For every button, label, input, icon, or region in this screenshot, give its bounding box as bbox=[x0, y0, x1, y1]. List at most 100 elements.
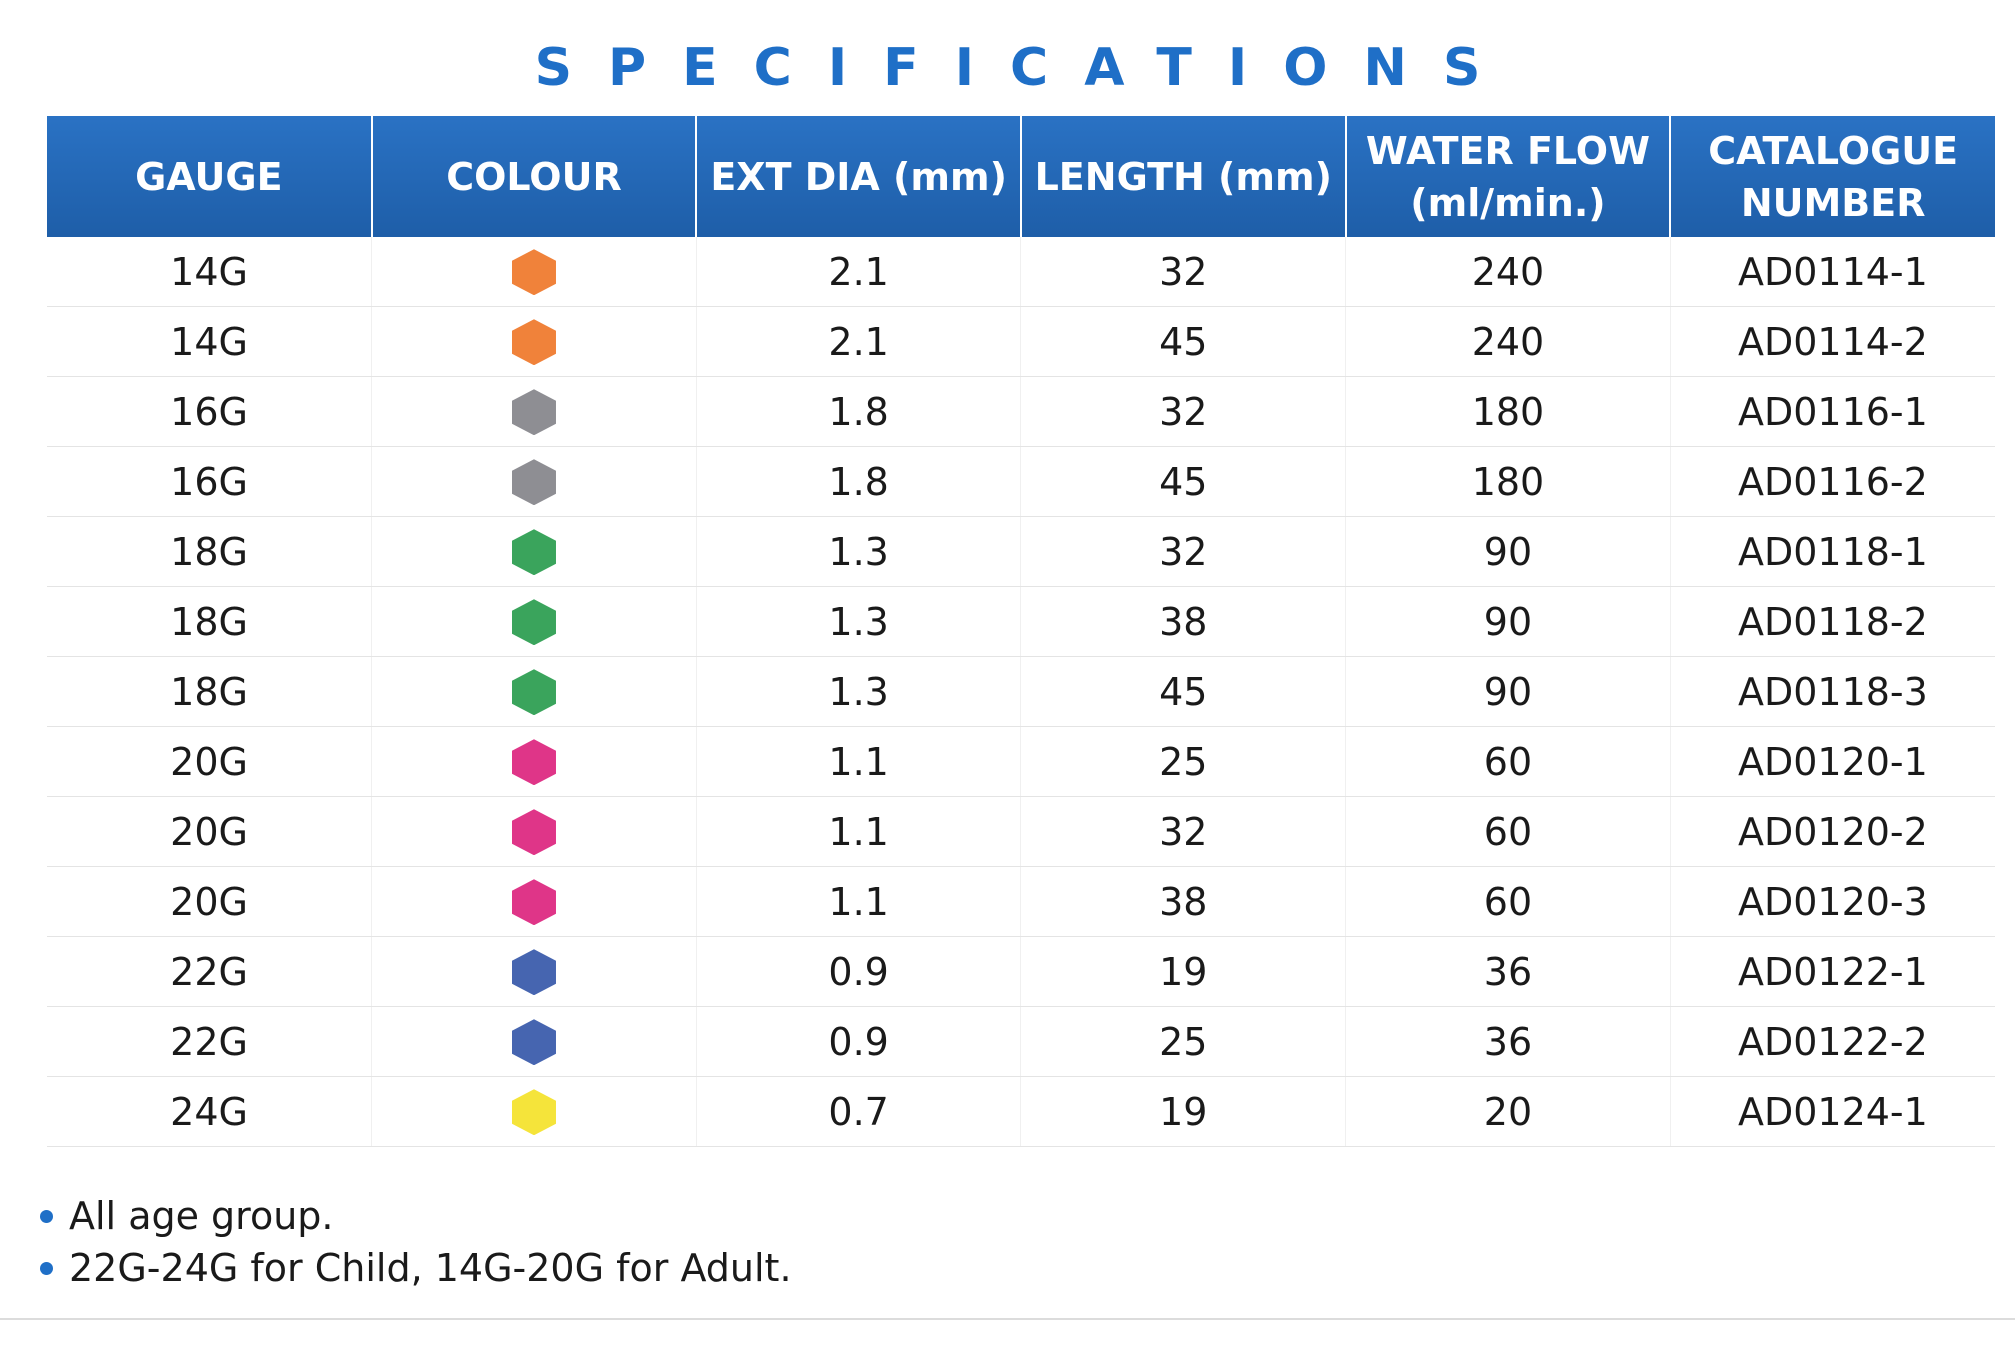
gauge-cell: 20G bbox=[47, 726, 372, 797]
catalogue-number-cell: AD0118-3 bbox=[1669, 656, 1995, 727]
table-row: 20G 1.1 38 60 AD0120-3 bbox=[47, 866, 1995, 937]
column-header-ext-dia: EXT DIA (mm) bbox=[695, 116, 1021, 237]
table-body: 14G 2.1 32 240 AD0114-1 14G 2.1 45 240 AD0114-2 16… bbox=[47, 237, 1995, 1147]
colour-cell bbox=[371, 866, 697, 937]
ext-dia-cell: 1.3 bbox=[695, 586, 1021, 657]
colour-cell bbox=[371, 796, 697, 867]
ext-dia-cell: 1.1 bbox=[695, 796, 1021, 867]
water-flow-cell: 240 bbox=[1345, 306, 1671, 377]
catalogue-number-cell: AD0114-1 bbox=[1669, 237, 1995, 307]
water-flow-cell: 180 bbox=[1345, 446, 1671, 517]
note-text: All age group. bbox=[69, 1194, 334, 1238]
yellow-hexagon-icon bbox=[511, 1089, 556, 1136]
table-row: 18G 1.3 45 90 AD0118-3 bbox=[47, 656, 1995, 727]
colour-cell bbox=[371, 446, 697, 517]
ext-dia-cell: 1.8 bbox=[695, 446, 1021, 517]
length-cell: 45 bbox=[1020, 306, 1346, 377]
length-cell: 19 bbox=[1020, 936, 1346, 1007]
colour-cell bbox=[371, 516, 697, 587]
gauge-cell: 24G bbox=[47, 1076, 372, 1147]
column-header-water-flow: WATER FLOW (ml/min.) bbox=[1344, 116, 1671, 237]
pink-hexagon-icon bbox=[511, 879, 556, 926]
colour-cell bbox=[371, 306, 697, 377]
bullet-icon bbox=[40, 1209, 53, 1223]
orange-hexagon-icon bbox=[511, 249, 556, 296]
catalogue-number-cell: AD0120-2 bbox=[1669, 796, 1995, 867]
length-cell: 32 bbox=[1020, 237, 1346, 307]
column-header-colour: COLOUR bbox=[370, 116, 697, 237]
gauge-cell: 22G bbox=[47, 936, 372, 1007]
table-row: 16G 1.8 45 180 AD0116-2 bbox=[47, 446, 1995, 517]
water-flow-cell: 36 bbox=[1345, 936, 1671, 1007]
colour-cell bbox=[371, 656, 697, 727]
water-flow-cell: 36 bbox=[1345, 1006, 1671, 1077]
water-flow-cell: 60 bbox=[1345, 796, 1671, 867]
ext-dia-cell: 1.3 bbox=[695, 656, 1021, 727]
orange-hexagon-icon bbox=[511, 319, 556, 366]
green-hexagon-icon bbox=[511, 529, 556, 576]
length-cell: 38 bbox=[1020, 866, 1346, 937]
table-header-row: GAUGE COLOUR EXT DIA (mm) LENGTH (mm) WA… bbox=[47, 116, 1995, 237]
water-flow-cell: 60 bbox=[1345, 866, 1671, 937]
catalogue-number-cell: AD0122-1 bbox=[1669, 936, 1995, 1007]
table-row: 20G 1.1 32 60 AD0120-2 bbox=[47, 796, 1995, 867]
page-title: SPECIFICATIONS bbox=[534, 38, 1517, 98]
colour-cell bbox=[371, 726, 697, 797]
green-hexagon-icon bbox=[511, 669, 556, 716]
bullet-icon bbox=[40, 1261, 53, 1275]
grey-hexagon-icon bbox=[511, 459, 556, 506]
table-row: 14G 2.1 32 240 AD0114-1 bbox=[47, 237, 1995, 307]
water-flow-cell: 60 bbox=[1345, 726, 1671, 797]
gauge-cell: 14G bbox=[47, 306, 372, 377]
length-cell: 38 bbox=[1020, 586, 1346, 657]
ext-dia-cell: 0.9 bbox=[695, 1006, 1021, 1077]
ext-dia-cell: 2.1 bbox=[695, 237, 1021, 307]
length-cell: 32 bbox=[1020, 796, 1346, 867]
table-row: 22G 0.9 19 36 AD0122-1 bbox=[47, 936, 1995, 1007]
gauge-cell: 18G bbox=[47, 656, 372, 727]
ext-dia-cell: 1.3 bbox=[695, 516, 1021, 587]
length-cell: 25 bbox=[1020, 1006, 1346, 1077]
gauge-cell: 16G bbox=[47, 376, 372, 447]
note-text: 22G-24G for Child, 14G-20G for Adult. bbox=[69, 1246, 792, 1290]
ext-dia-cell: 1.1 bbox=[695, 866, 1021, 937]
gauge-cell: 18G bbox=[47, 586, 372, 657]
colour-cell bbox=[371, 237, 697, 307]
ext-dia-cell: 2.1 bbox=[695, 306, 1021, 377]
ext-dia-cell: 1.1 bbox=[695, 726, 1021, 797]
length-cell: 25 bbox=[1020, 726, 1346, 797]
table-row: 14G 2.1 45 240 AD0114-2 bbox=[47, 306, 1995, 377]
pink-hexagon-icon bbox=[511, 739, 556, 786]
water-flow-cell: 180 bbox=[1345, 376, 1671, 447]
table-row: 20G 1.1 25 60 AD0120-1 bbox=[47, 726, 1995, 797]
table-row: 16G 1.8 32 180 AD0116-1 bbox=[47, 376, 1995, 447]
catalogue-number-cell: AD0116-2 bbox=[1669, 446, 1995, 517]
ext-dia-cell: 1.8 bbox=[695, 376, 1021, 447]
catalogue-number-cell: AD0122-2 bbox=[1669, 1006, 1995, 1077]
catalogue-number-cell: AD0124-1 bbox=[1669, 1076, 1995, 1147]
table-row: 18G 1.3 38 90 AD0118-2 bbox=[47, 586, 1995, 657]
table-row: 22G 0.9 25 36 AD0122-2 bbox=[47, 1006, 1995, 1077]
ext-dia-cell: 0.9 bbox=[695, 936, 1021, 1007]
column-header-gauge: GAUGE bbox=[47, 116, 372, 237]
column-header-catalogue-number: CATALOGUE NUMBER bbox=[1669, 116, 1995, 237]
catalogue-number-cell: AD0114-2 bbox=[1669, 306, 1995, 377]
column-header-length: LENGTH (mm) bbox=[1019, 116, 1346, 237]
length-cell: 32 bbox=[1020, 516, 1346, 587]
table-row: 24G 0.7 19 20 AD0124-1 bbox=[47, 1076, 1995, 1147]
pink-hexagon-icon bbox=[511, 809, 556, 856]
colour-cell bbox=[371, 1076, 697, 1147]
bottom-divider bbox=[0, 1318, 2015, 1320]
gauge-cell: 14G bbox=[47, 237, 372, 307]
catalogue-number-cell: AD0120-3 bbox=[1669, 866, 1995, 937]
specifications-table: GAUGE COLOUR EXT DIA (mm) LENGTH (mm) WA… bbox=[47, 116, 1995, 1147]
green-hexagon-icon bbox=[511, 599, 556, 646]
catalogue-number-cell: AD0118-2 bbox=[1669, 586, 1995, 657]
length-cell: 45 bbox=[1020, 656, 1346, 727]
length-cell: 19 bbox=[1020, 1076, 1346, 1147]
note-item: 22G-24G for Child, 14G-20G for Adult. bbox=[40, 1242, 792, 1294]
colour-cell bbox=[371, 1006, 697, 1077]
catalogue-number-cell: AD0116-1 bbox=[1669, 376, 1995, 447]
length-cell: 45 bbox=[1020, 446, 1346, 517]
catalogue-number-cell: AD0120-1 bbox=[1669, 726, 1995, 797]
